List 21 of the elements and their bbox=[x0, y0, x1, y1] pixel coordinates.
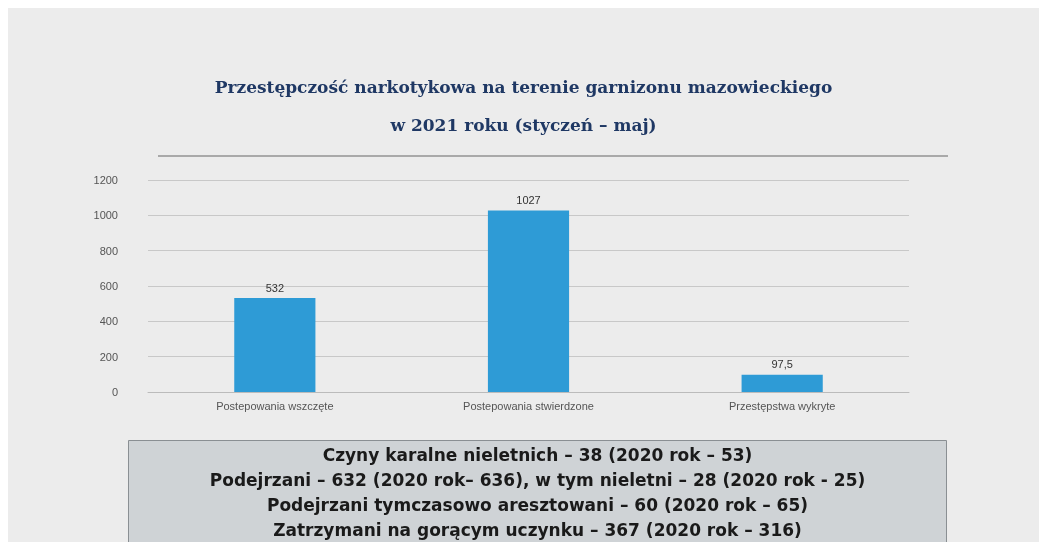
data-label: 1027 bbox=[516, 194, 541, 207]
text: Czyny karalne nieletnich – 38 (2020 rok – 53) bbox=[322, 445, 753, 465]
chart-title: Przestępczość narkotykowa na terenie garnizonu mazowieckiego w 2021 roku (styczeń – maj) bbox=[214, 77, 833, 135]
bar bbox=[741, 374, 823, 392]
y-tick-label: 400 bbox=[99, 315, 118, 328]
text: Podejrzani tymczasowo aresztowani – 60 (2020 rok – 65) bbox=[266, 495, 809, 515]
data-label: 97,5 bbox=[771, 358, 793, 371]
y-tick-label: 600 bbox=[99, 280, 118, 292]
x-tick-label: Postepowania wszczęte bbox=[216, 399, 334, 412]
bar bbox=[487, 210, 570, 392]
y-tick-label: 1000 bbox=[93, 209, 118, 222]
bar bbox=[234, 298, 316, 392]
data-label: 532 bbox=[265, 281, 285, 294]
text: Podejrzani – 632 (2020 rok– 636), w tym nieletni – 28 (2020 rok - 25) bbox=[209, 470, 866, 490]
x-tick-label: Przestępstwa wykryte bbox=[728, 399, 836, 412]
y-tick-label: 800 bbox=[99, 244, 118, 257]
x-tick-label: Postepowania stwierdzone bbox=[463, 399, 594, 412]
y-tick-label: 0 bbox=[111, 386, 118, 398]
text: Zatrzymani na gorącym uczynku – 367 (2020 rok – 316) bbox=[273, 520, 802, 540]
y-tick-label: 1200 bbox=[93, 174, 118, 186]
y-tick-label: 200 bbox=[99, 350, 118, 363]
